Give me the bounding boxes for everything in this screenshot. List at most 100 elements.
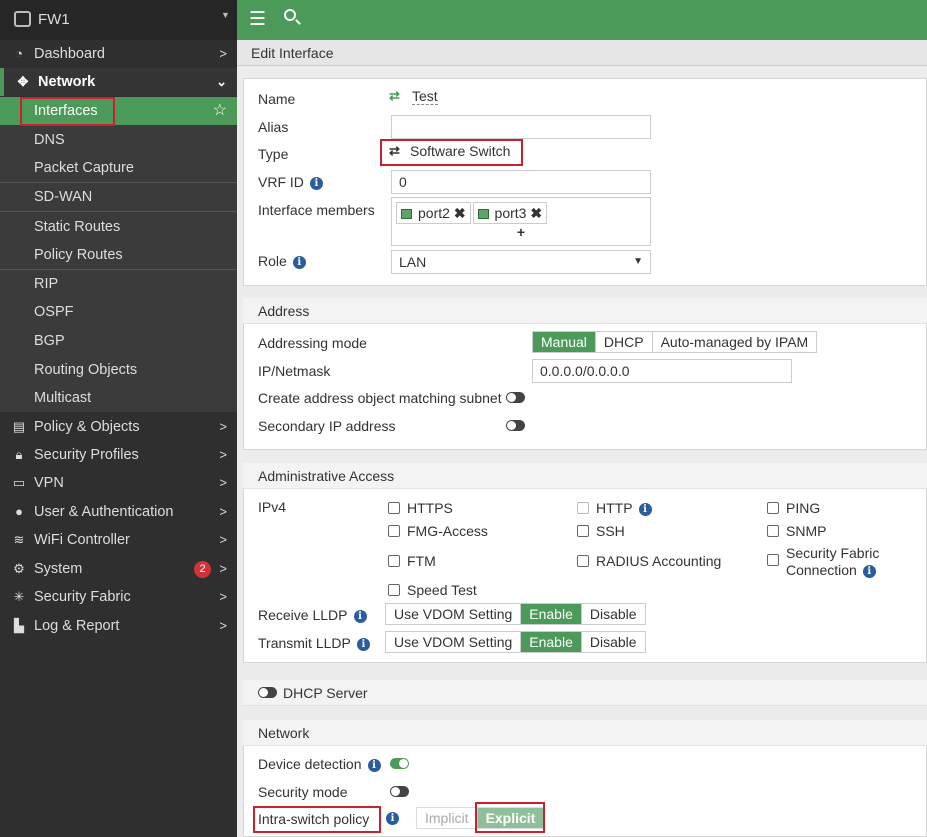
- info-icon[interactable]: i: [309, 177, 323, 190]
- section-header-network: Network: [243, 720, 927, 746]
- label: DNS: [34, 132, 65, 148]
- info-icon[interactable]: i: [353, 610, 367, 623]
- option-enable[interactable]: Enable: [521, 632, 582, 652]
- label: Device detection: [258, 756, 362, 772]
- sidebar-item-static-routes[interactable]: Static Routes: [0, 213, 237, 241]
- label: Packet Capture: [34, 160, 134, 176]
- sidebar-item-interfaces[interactable]: Interfaces ☆: [0, 97, 237, 125]
- role-select[interactable]: LAN ▼: [391, 250, 651, 274]
- http-checkbox[interactable]: HTTP i: [577, 500, 652, 516]
- switch-icon: ⇄: [389, 143, 400, 158]
- name-value: Test: [412, 88, 438, 105]
- sidebar-item-rip[interactable]: RIP: [0, 270, 237, 298]
- switch-icon: ⇄: [389, 88, 400, 103]
- info-icon[interactable]: i: [292, 256, 306, 269]
- info-icon[interactable]: i: [862, 565, 876, 578]
- device-detection-toggle[interactable]: [390, 758, 409, 769]
- menu-icon[interactable]: ☰: [249, 9, 267, 30]
- remove-icon[interactable]: ✖: [530, 205, 543, 221]
- info-icon[interactable]: i: [367, 759, 381, 772]
- info-icon[interactable]: i: [638, 503, 652, 516]
- mode-manual[interactable]: Manual: [533, 332, 596, 352]
- dhcp-server-toggle[interactable]: [258, 687, 277, 698]
- add-member-button[interactable]: +: [516, 224, 526, 240]
- label: Static Routes: [34, 219, 121, 235]
- sidebar-item-policy-routes[interactable]: Policy Routes: [0, 241, 237, 269]
- sidebar-item-dashboard[interactable]: ◔ Dashboard >: [0, 40, 237, 68]
- create-object-toggle[interactable]: [506, 392, 525, 403]
- network-submenu: [0, 97, 237, 412]
- sidebar-item-policy-objects[interactable]: ▤ Policy & Objects >: [0, 413, 237, 441]
- sidebar-item-multicast[interactable]: Multicast: [0, 384, 237, 412]
- transmit-lldp-toggle[interactable]: Use VDOM Setting Enable Disable: [385, 631, 646, 653]
- security-mode-toggle[interactable]: [390, 786, 409, 797]
- sidebar-item-security-fabric[interactable]: ✳ Security Fabric >: [0, 583, 237, 611]
- label: OSPF: [34, 304, 74, 320]
- sidebar: FW1 ▼ ◔ Dashboard > ✥ Network ⌄ Interfaces ☆ …: [0, 0, 237, 837]
- mode-ipam[interactable]: Auto-managed by IPAM: [652, 332, 817, 352]
- option-enable[interactable]: Enable: [521, 604, 582, 624]
- option-implicit[interactable]: Implicit: [417, 808, 478, 828]
- chevron-right-icon: >: [219, 589, 227, 604]
- option-disable[interactable]: Disable: [581, 604, 645, 624]
- option-explicit[interactable]: Explicit: [477, 808, 544, 828]
- label: Log & Report: [34, 618, 120, 634]
- sidebar-item-network[interactable]: ✥ Network ⌄: [0, 68, 237, 96]
- dhcp-server-toggle-row[interactable]: DHCP Server: [243, 680, 927, 706]
- sidebar-item-system[interactable]: ⚙ System 2 >: [0, 555, 237, 583]
- divider: [0, 269, 237, 270]
- sidebar-item-ospf[interactable]: OSPF: [0, 298, 237, 326]
- ssh-checkbox[interactable]: SSH: [577, 523, 625, 539]
- sidebar-item-routing-objects[interactable]: Routing Objects: [0, 356, 237, 384]
- ping-checkbox[interactable]: PING: [767, 500, 820, 516]
- radius-accounting-checkbox[interactable]: RADIUS Accounting: [577, 553, 721, 569]
- snmp-checkbox[interactable]: SNMP: [767, 523, 826, 539]
- sidebar-item-bgp[interactable]: BGP: [0, 327, 237, 355]
- sidebar-item-dns[interactable]: DNS: [0, 126, 237, 154]
- member-chip[interactable]: port2 ✖: [396, 202, 471, 224]
- label: Policy & Objects: [34, 419, 140, 435]
- secondary-ip-toggle[interactable]: [506, 420, 525, 431]
- sidebar-item-log-report[interactable]: ▙ Log & Report >: [0, 612, 237, 640]
- sidebar-item-vpn[interactable]: ▭ VPN >: [0, 469, 237, 497]
- security-mode-label: Security mode: [258, 784, 348, 800]
- https-checkbox[interactable]: HTTPS: [388, 500, 453, 516]
- option-vdom[interactable]: Use VDOM Setting: [386, 604, 522, 624]
- security-fabric-checkbox[interactable]: Security Fabric Connection i: [767, 545, 879, 578]
- alias-input[interactable]: [391, 115, 651, 139]
- label: System: [34, 561, 83, 577]
- vrf-id-input[interactable]: 0: [391, 170, 651, 194]
- sidebar-item-sd-wan[interactable]: SD-WAN: [0, 183, 237, 211]
- ipv4-label: IPv4: [258, 499, 287, 515]
- caret-down-icon[interactable]: ▼: [221, 10, 230, 20]
- info-icon[interactable]: i: [356, 638, 370, 651]
- info-icon[interactable]: i: [380, 809, 399, 825]
- sidebar-item-user-authentication[interactable]: ● User & Authentication >: [0, 498, 237, 526]
- highlight-box: [253, 806, 381, 833]
- search-icon[interactable]: [284, 9, 301, 25]
- speed-test-checkbox[interactable]: Speed Test: [388, 582, 477, 598]
- fmg-access-checkbox[interactable]: FMG-Access: [388, 523, 488, 539]
- interface-members-field[interactable]: port2 ✖ port3 ✖ +: [391, 197, 651, 246]
- chevron-right-icon: >: [219, 532, 227, 547]
- remove-icon[interactable]: ✖: [453, 205, 466, 221]
- star-icon[interactable]: ☆: [212, 102, 227, 119]
- device-header[interactable]: FW1 ▼: [0, 0, 237, 40]
- sidebar-item-wifi-controller[interactable]: ≋ WiFi Controller >: [0, 526, 237, 554]
- sidebar-item-packet-capture[interactable]: Packet Capture: [0, 154, 237, 182]
- label: HTTP: [596, 500, 633, 516]
- label: VPN: [34, 475, 64, 491]
- sidebar-item-security-profiles[interactable]: 🔒︎ Security Profiles >: [0, 441, 237, 469]
- user-icon: ●: [15, 504, 23, 519]
- option-vdom[interactable]: Use VDOM Setting: [386, 632, 522, 652]
- addressing-mode-toggle[interactable]: Manual DHCP Auto-managed by IPAM: [532, 331, 818, 353]
- member-chip[interactable]: port3 ✖: [472, 202, 548, 224]
- option-disable[interactable]: Disable: [581, 632, 645, 652]
- receive-lldp-toggle[interactable]: Use VDOM Setting Enable Disable: [385, 603, 646, 625]
- mode-dhcp[interactable]: DHCP: [595, 332, 653, 352]
- type-label: Type: [258, 146, 289, 162]
- ip-label: IP/Netmask: [258, 363, 331, 379]
- ip-netmask-input[interactable]: 0.0.0.0/0.0.0.0: [532, 359, 792, 383]
- ftm-checkbox[interactable]: FTM: [388, 553, 436, 569]
- gear-icon: ⚙: [13, 561, 25, 576]
